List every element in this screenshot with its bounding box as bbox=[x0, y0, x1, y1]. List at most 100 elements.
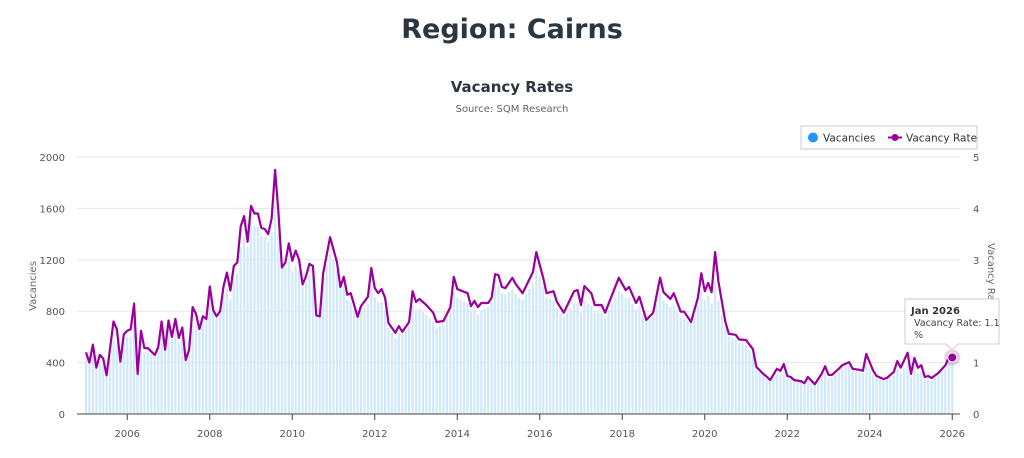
vacancies-bar bbox=[655, 303, 658, 414]
vacancies-bar bbox=[734, 339, 737, 414]
legend-item-vacancies[interactable]: Vacancies bbox=[808, 132, 875, 145]
vacancies-bar bbox=[841, 368, 844, 414]
y-tick-label: 400 bbox=[46, 359, 65, 370]
tooltip-unit: % bbox=[914, 330, 923, 341]
legend-label-vacancies: Vacancies bbox=[823, 133, 875, 145]
vacancies-bar bbox=[899, 372, 902, 414]
vacancies-bar bbox=[542, 286, 545, 414]
vacancies-bar bbox=[108, 358, 112, 414]
vacancies-bar bbox=[552, 300, 555, 414]
x-tick-label: 2022 bbox=[775, 429, 800, 440]
vacancies-bar bbox=[796, 381, 799, 414]
vacancies-bar bbox=[153, 354, 156, 414]
vacancies-bar bbox=[889, 377, 892, 414]
vacancies-bar bbox=[356, 318, 359, 414]
vacancies-bar bbox=[648, 317, 651, 414]
vacancies-bar bbox=[401, 334, 404, 414]
vacancies-bar bbox=[772, 377, 775, 414]
vacancies-bar bbox=[892, 375, 895, 414]
vacancies-bar bbox=[459, 299, 462, 414]
vacancies-bar bbox=[249, 220, 253, 414]
tooltip-box bbox=[904, 298, 1000, 351]
vacancies-bar bbox=[834, 374, 837, 414]
vacancies-bar bbox=[84, 356, 88, 414]
vacancies-bar bbox=[174, 329, 177, 414]
vacancies-bar bbox=[126, 336, 129, 414]
vacancies-bar bbox=[610, 303, 614, 414]
vacancies-bar bbox=[215, 316, 218, 414]
vacancies-bar bbox=[263, 237, 266, 414]
vacancies-bars bbox=[84, 205, 954, 414]
vacancies-bar bbox=[748, 349, 751, 414]
x-tick-label: 2016 bbox=[527, 429, 552, 440]
vacancies-bar bbox=[920, 372, 923, 414]
x-tick-label: 2018 bbox=[610, 429, 635, 440]
x-tick-label: 2008 bbox=[197, 429, 222, 440]
vacancies-bar bbox=[256, 226, 259, 414]
vacancies-bar bbox=[617, 290, 620, 414]
vacancies-bar bbox=[493, 286, 497, 414]
vacancies-bar bbox=[188, 354, 191, 414]
vacancies-bar bbox=[865, 363, 868, 414]
vacancies-bar bbox=[916, 373, 919, 414]
hover-point[interactable] bbox=[947, 352, 958, 363]
vacancies-bar bbox=[562, 316, 565, 414]
x-tick-label: 2020 bbox=[692, 429, 717, 440]
legend-item-vacancy-rate[interactable]: Vacancy Rate bbox=[888, 133, 977, 145]
vacancies-bar bbox=[903, 368, 906, 414]
y-tick-label: 0 bbox=[59, 410, 65, 421]
vacancies-bar bbox=[191, 325, 194, 414]
vacancies-bar bbox=[301, 286, 304, 414]
vacancies-bar bbox=[194, 325, 198, 414]
vacancies-bar bbox=[597, 312, 600, 414]
vacancies-bar bbox=[229, 299, 232, 414]
vacancies-bar bbox=[377, 302, 380, 414]
vacancies-bar bbox=[854, 371, 858, 414]
vacancies-bar bbox=[823, 372, 827, 414]
vacancies-bar bbox=[349, 301, 352, 414]
vacancies-bar bbox=[243, 236, 246, 414]
vacancies-bar bbox=[466, 303, 469, 414]
vacancies-bar bbox=[122, 341, 125, 414]
vacancies-bar bbox=[789, 379, 792, 414]
tooltip-date: Jan 2026 bbox=[910, 306, 960, 317]
vacancies-bar bbox=[339, 288, 342, 414]
vacancies-bar bbox=[524, 294, 528, 414]
vacancies-bar bbox=[463, 301, 466, 414]
vacancies-bar bbox=[628, 297, 631, 414]
vacancies-bar bbox=[559, 313, 562, 414]
vacancies-bar bbox=[579, 312, 583, 414]
vacancies-bar bbox=[167, 327, 170, 414]
tooltip: Jan 2026 Vacancy Rate: 1.1 % bbox=[904, 298, 1000, 351]
vacancies-bar bbox=[689, 322, 693, 414]
vacancies-bar bbox=[717, 300, 720, 414]
vacancies-bar bbox=[768, 381, 772, 414]
vacancies-bar bbox=[380, 302, 383, 414]
vacancies-bar bbox=[641, 314, 644, 414]
vacancies-bar bbox=[102, 365, 105, 414]
vacancies-bar bbox=[383, 310, 387, 414]
vacancies-bar bbox=[724, 328, 727, 414]
vacancies-bar bbox=[700, 289, 703, 414]
vacancies-bar bbox=[438, 326, 442, 414]
vacancies-bar bbox=[359, 311, 363, 414]
vacancies-bar bbox=[631, 303, 634, 414]
vacancies-bar bbox=[273, 205, 277, 414]
vacancies-bar bbox=[366, 303, 369, 414]
vacancies-bar bbox=[775, 374, 779, 414]
vacancies-bar bbox=[672, 304, 675, 414]
vacancies-bar bbox=[896, 368, 899, 414]
vacancies-bar bbox=[528, 288, 531, 414]
vacancies-bar bbox=[473, 309, 476, 414]
vacancies-bar bbox=[744, 345, 748, 414]
vacancies-bar bbox=[332, 260, 335, 414]
vacancies-bar bbox=[394, 338, 397, 414]
vacancies-bar bbox=[779, 375, 782, 414]
vacancies-bar bbox=[490, 302, 493, 414]
vacancies-bar bbox=[569, 308, 572, 414]
vacancies-bar bbox=[851, 370, 854, 414]
x-tick-label: 2024 bbox=[857, 429, 882, 440]
vacancies-bar bbox=[163, 349, 167, 414]
vacancies-bar bbox=[933, 377, 937, 414]
vacancies-bar bbox=[803, 383, 806, 414]
